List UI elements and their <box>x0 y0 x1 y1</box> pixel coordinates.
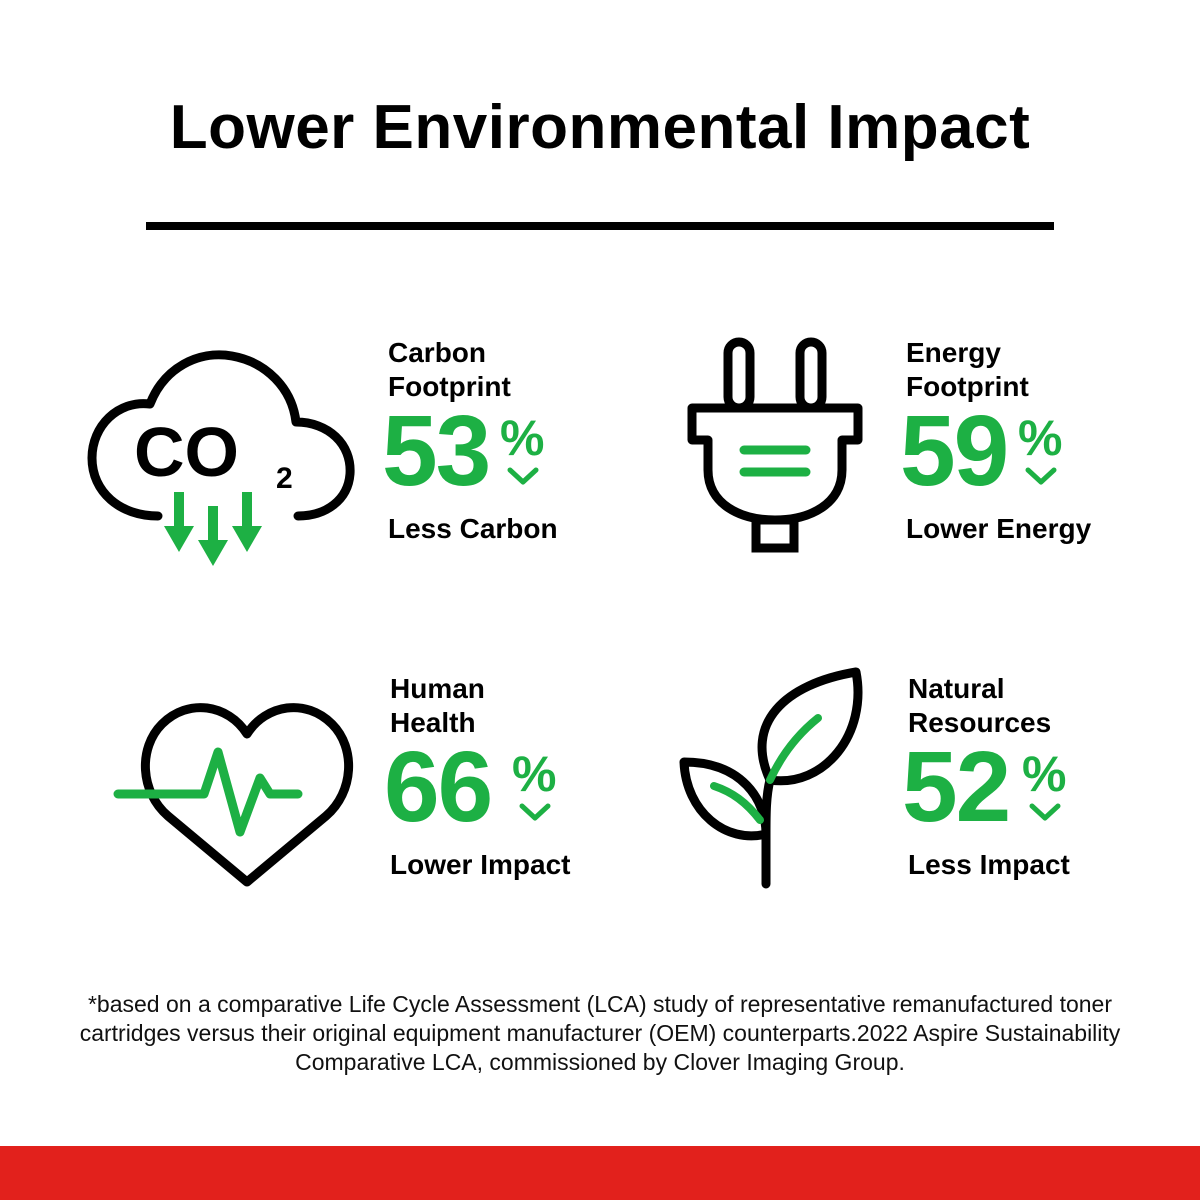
down-chevron-icon <box>519 803 551 821</box>
co2-icon-text: CO <box>134 413 239 491</box>
stat-value: 59 <box>900 395 1009 507</box>
stat-description: Lower Impact <box>390 849 571 880</box>
page-title: Lower Environmental Impact <box>169 93 1031 162</box>
stat-description: Less Impact <box>908 849 1070 880</box>
stat-value-row: 59 % <box>900 396 1091 506</box>
down-chevron-icon <box>507 467 539 485</box>
stat-description: Less Carbon <box>388 513 558 544</box>
co2-cloud-icon: CO 2 <box>80 340 360 580</box>
percent-sign: % <box>512 746 557 802</box>
stat-value-row: 66 % <box>384 732 570 842</box>
percent-sign: % <box>1018 410 1063 466</box>
down-chevron-icon <box>1029 803 1061 821</box>
stat-carbon-footprint: Carbon Footprint 53 % Less Carbon <box>382 336 558 546</box>
stat-label-line1: Human <box>390 673 485 704</box>
title-divider <box>146 222 1054 230</box>
stat-label-line2: Footprint <box>906 371 1029 402</box>
stat-label-line1: Energy <box>906 337 1001 368</box>
stat-label-line1: Natural <box>908 673 1005 704</box>
stat-value-row: 53 % <box>382 396 558 506</box>
footer-red-bar <box>0 1146 1200 1200</box>
stat-human-health: Human Health 66 % Lower Impact <box>384 672 571 882</box>
stat-description: Lower Energy <box>906 513 1092 544</box>
power-plug-icon <box>680 336 870 556</box>
stat-value: 52 <box>902 731 1011 843</box>
stat-value: 66 <box>384 731 493 843</box>
stat-value: 53 <box>382 395 491 507</box>
down-chevron-icon <box>1025 467 1057 485</box>
stat-value-row: 52 % <box>902 732 1070 842</box>
percent-sign: % <box>500 410 545 466</box>
stat-label-line2: Footprint <box>388 371 511 402</box>
co2-icon-subscript: 2 <box>276 462 293 495</box>
footnote-text: *based on a comparative Life Cycle Asses… <box>79 991 1121 1075</box>
stat-label-line2: Resources <box>908 707 1052 738</box>
heart-pulse-icon <box>110 686 370 896</box>
leaf-plant-icon <box>674 664 874 894</box>
stat-natural-resources: Natural Resources 52 % Less Impact <box>902 672 1070 882</box>
stat-energy-footprint: Energy Footprint 59 % Lower Energy <box>900 336 1092 546</box>
stat-label-line1: Carbon <box>388 337 486 368</box>
stat-label-line2: Health <box>390 707 476 738</box>
percent-sign: % <box>1022 746 1067 802</box>
